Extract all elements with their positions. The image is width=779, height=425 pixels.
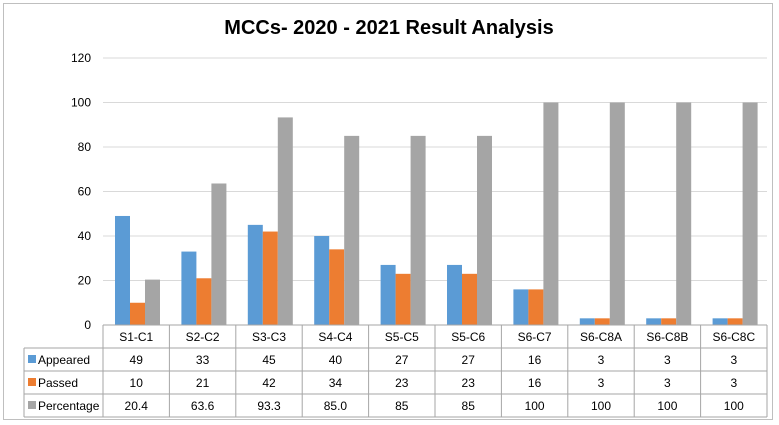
- data-label: 23: [395, 376, 409, 390]
- bar-passed-S4-C4: [329, 249, 345, 325]
- bar-passed-S2-C2: [196, 278, 212, 325]
- x-tick-label: S6-C8A: [580, 330, 622, 344]
- data-label: 42: [262, 376, 276, 390]
- x-tick-label: S6-C7: [518, 330, 552, 344]
- bar-passed-S6-C8B: [661, 318, 677, 325]
- x-tick-label: S6-C8B: [646, 330, 688, 344]
- x-tick-label: S3-C3: [252, 330, 286, 344]
- data-label: 49: [130, 353, 144, 367]
- bar-appeared-S1-C1: [115, 215, 130, 325]
- bar-percentage-S4-C4: [344, 135, 360, 325]
- data-label: 3: [598, 353, 605, 367]
- y-tick-label: 120: [71, 51, 91, 65]
- bar-passed-S6-C8A: [594, 318, 610, 325]
- data-label: 3: [730, 376, 737, 390]
- y-tick-label: 60: [78, 185, 92, 199]
- data-label: 27: [462, 353, 476, 367]
- bar-percentage-S6-C8C: [742, 102, 758, 325]
- bar-percentage-S2-C2: [211, 183, 227, 325]
- chart-title: MCCs- 2020 - 2021 Result Analysis: [224, 17, 553, 39]
- data-label: 100: [591, 399, 611, 413]
- y-tick-label: 100: [71, 96, 91, 110]
- bar-percentage-S5-C5: [410, 135, 426, 325]
- x-tick-label: S1-C1: [119, 330, 153, 344]
- bar-appeared-S2-C2: [181, 251, 197, 325]
- data-label: 10: [130, 376, 144, 390]
- bar-percentage-S5-C6: [477, 135, 492, 325]
- data-label: 100: [525, 399, 545, 413]
- data-label: 100: [657, 399, 677, 413]
- data-label: 16: [528, 376, 542, 390]
- legend-swatch-percentage: [28, 401, 36, 409]
- x-tick-label: S6-C8C: [712, 330, 755, 344]
- legend-label-appeared: Appeared: [38, 353, 90, 367]
- data-label: 23: [462, 376, 476, 390]
- bar-appeared-S3-C3: [247, 224, 263, 325]
- bar-passed-S1-C1: [130, 302, 145, 325]
- data-label: 3: [664, 353, 671, 367]
- bar-passed-S3-C3: [262, 231, 278, 325]
- bar-passed-S5-C5: [395, 273, 411, 325]
- bar-passed-S5-C6: [462, 273, 477, 325]
- data-label: 20.4: [125, 399, 149, 413]
- bar-percentage-S6-C8B: [676, 102, 692, 325]
- data-label: 21: [196, 376, 210, 390]
- y-tick-label: 20: [78, 274, 92, 288]
- bar-appeared-S6-C8A: [579, 318, 595, 325]
- x-tick-label: S4-C4: [318, 330, 352, 344]
- data-label: 34: [329, 376, 343, 390]
- y-tick-label: 0: [84, 318, 91, 332]
- bar-passed-S6-C8C: [727, 318, 743, 325]
- data-label: 3: [598, 376, 605, 390]
- x-tick-label: S2-C2: [186, 330, 220, 344]
- bar-percentage-S6-C7: [543, 102, 559, 325]
- bar-appeared-S5-C5: [380, 264, 396, 325]
- bar-appeared-S6-C8B: [646, 318, 662, 325]
- data-label: 85: [462, 399, 476, 413]
- data-label: 100: [724, 399, 744, 413]
- y-tick-label: 40: [78, 229, 92, 243]
- data-label: 33: [196, 353, 210, 367]
- legend-swatch-passed: [28, 378, 36, 386]
- data-label: 85.0: [324, 399, 348, 413]
- x-tick-label: S5-C5: [385, 330, 419, 344]
- bar-appeared-S6-C7: [513, 289, 529, 325]
- bar-percentage-S6-C8A: [609, 102, 625, 325]
- bar-appeared-S4-C4: [314, 236, 330, 325]
- bar-percentage-S3-C3: [277, 117, 293, 325]
- chart-frame: [3, 3, 773, 420]
- data-label: 45: [262, 353, 276, 367]
- bar-percentage-S1-C1: [145, 279, 160, 325]
- data-label: 93.3: [257, 399, 281, 413]
- data-label: 27: [395, 353, 409, 367]
- data-label: 16: [528, 353, 542, 367]
- data-label: 85: [395, 399, 409, 413]
- legend-label-passed: Passed: [38, 376, 78, 390]
- bar-appeared-S5-C6: [447, 264, 462, 325]
- data-label: 3: [730, 353, 737, 367]
- bar-appeared-S6-C8C: [712, 318, 728, 325]
- legend-swatch-appeared: [28, 355, 36, 363]
- x-tick-label: S5-C6: [451, 330, 485, 344]
- legend-label-percentage: Percentage: [38, 399, 100, 413]
- data-label: 63.6: [191, 399, 215, 413]
- y-tick-label: 80: [78, 140, 92, 154]
- data-label: 3: [664, 376, 671, 390]
- data-label: 40: [329, 353, 343, 367]
- bar-passed-S6-C7: [528, 289, 544, 325]
